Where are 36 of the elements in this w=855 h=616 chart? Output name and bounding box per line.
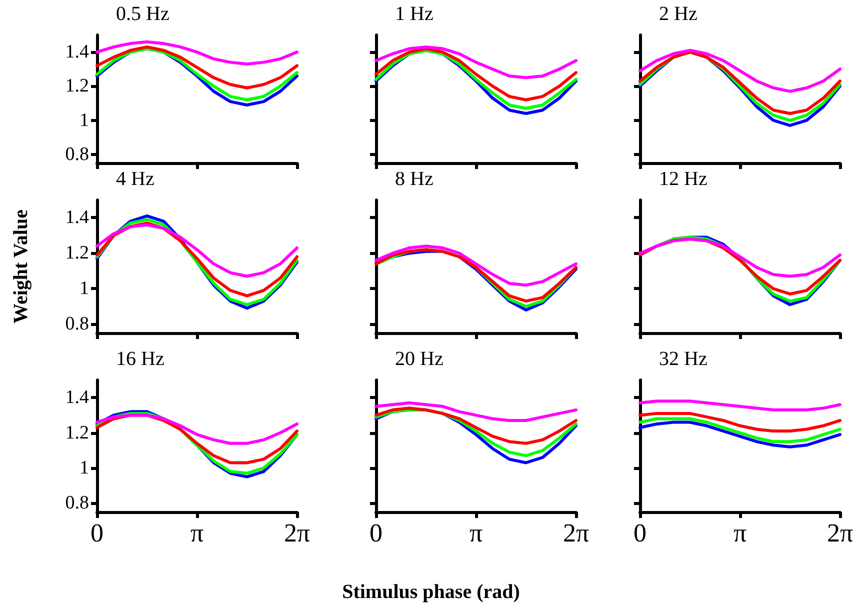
y-tick-label: 1 bbox=[80, 458, 89, 478]
chart-title: 8 Hz bbox=[395, 168, 434, 190]
x-tick-label: 2π bbox=[284, 518, 310, 548]
x-tick-label: 0 bbox=[90, 518, 104, 548]
y-tick-label: 1.2 bbox=[65, 76, 89, 97]
chart-title: 16 Hz bbox=[116, 348, 164, 370]
chart-title: 0.5 Hz bbox=[116, 3, 170, 25]
chart-title: 1 Hz bbox=[395, 3, 434, 25]
chart-title: 2 Hz bbox=[659, 3, 698, 25]
x-tick-label: π bbox=[469, 518, 483, 548]
y-tick-label: 0.8 bbox=[65, 492, 89, 514]
line-series bbox=[96, 223, 298, 278]
x-tick-label: 0 bbox=[634, 518, 646, 548]
chart-title: 32 Hz bbox=[659, 348, 708, 370]
x-tick-label: π bbox=[733, 518, 747, 548]
x-axis-title: Stimulus phase (rad) bbox=[342, 581, 520, 603]
y-tick-label: 1 bbox=[80, 278, 89, 300]
line-series bbox=[96, 45, 298, 90]
x-tick-label: 2π bbox=[562, 518, 590, 548]
line-series bbox=[96, 40, 298, 66]
chart-title: 20 Hz bbox=[395, 348, 444, 370]
line-series bbox=[96, 414, 298, 445]
x-tick-label: π bbox=[190, 518, 204, 548]
y-tick-label: 1 bbox=[80, 110, 89, 131]
y-tick-label: 1.4 bbox=[65, 387, 90, 408]
y-tick-label: 0.8 bbox=[65, 314, 89, 335]
y-tick-label: 1.2 bbox=[65, 242, 89, 264]
y-axis-title: Weight Value bbox=[10, 209, 32, 324]
chart-title: 12 Hz bbox=[659, 168, 708, 190]
y-tick-label: 1.4 bbox=[65, 207, 90, 228]
chart-title: 4 Hz bbox=[116, 168, 154, 190]
x-tick-label: 0 bbox=[370, 518, 382, 548]
y-tick-label: 1.2 bbox=[65, 422, 89, 444]
y-tick-label: 0.8 bbox=[65, 144, 89, 165]
y-tick-label: 1.4 bbox=[65, 42, 90, 63]
x-tick-label: 2π bbox=[826, 518, 854, 548]
